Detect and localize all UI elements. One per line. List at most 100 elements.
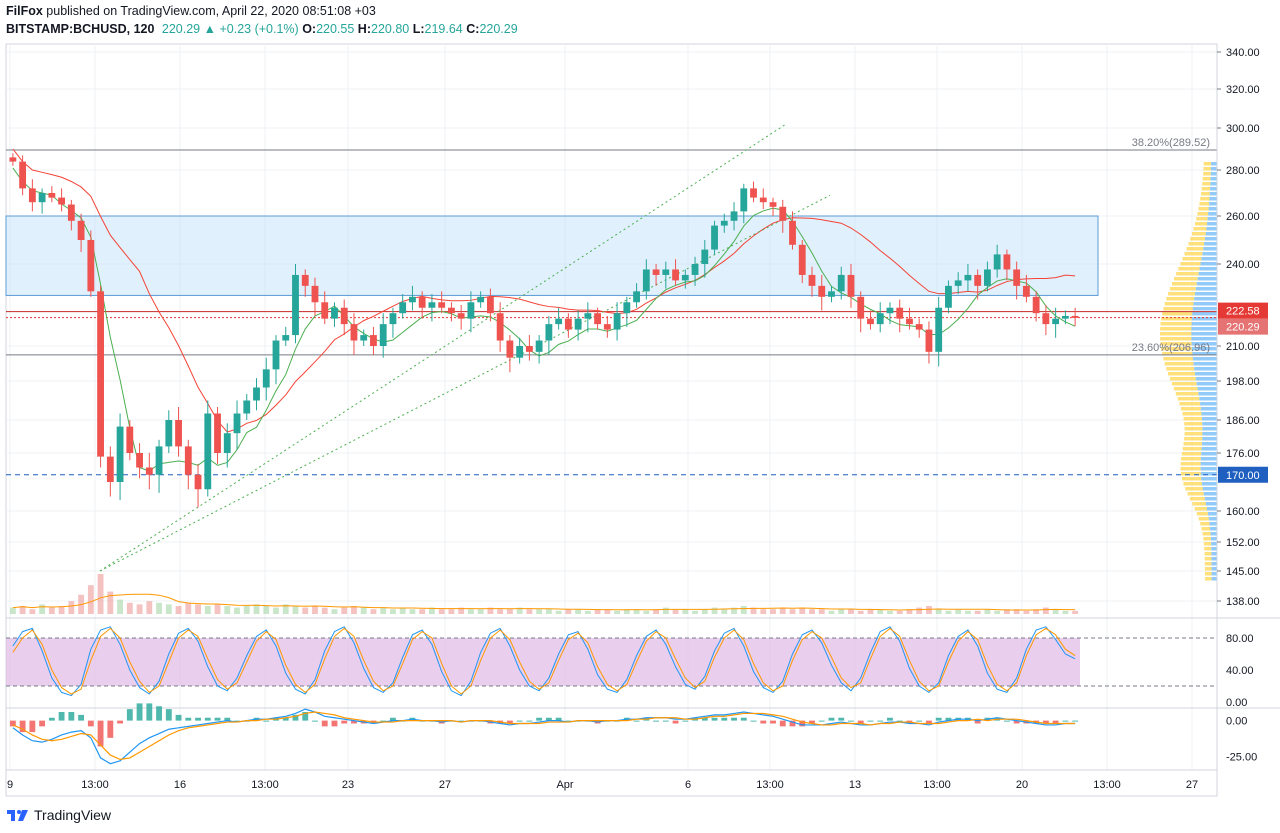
price-tick-label: 160.00	[1226, 506, 1260, 518]
macd-hist-bar	[526, 720, 533, 722]
macd-hist-bar	[68, 712, 75, 721]
volume-bar	[234, 607, 240, 614]
candle-body	[87, 240, 95, 292]
vp-up-bar	[1183, 417, 1202, 421]
vp-up-bar	[1196, 217, 1208, 221]
volume-bar	[253, 604, 260, 614]
vp-up-bar	[1204, 577, 1212, 581]
chart-area[interactable]: 38.20%(289.52) 23.60%(206.96) 340.00 320.0…	[0, 42, 1280, 798]
time-tick-label: 27	[439, 779, 451, 791]
vp-down-bar	[1201, 417, 1217, 421]
vp-up-bar	[1202, 532, 1211, 536]
vp-down-bar	[1211, 542, 1217, 546]
volume-bar	[877, 609, 884, 614]
candle-body	[253, 387, 260, 401]
time-tick-label: 13	[849, 779, 861, 791]
vp-down-bar	[1210, 172, 1217, 176]
vp-up-bar	[1193, 227, 1207, 231]
symbol-name[interactable]: BITSTAMP:BCHUSD	[6, 22, 127, 36]
time-axis[interactable]: 9 13:00 16 13:00 23 27 Apr 6 13:00 13 13:00 20 13:00…	[6, 769, 1217, 791]
volume-bar	[1072, 610, 1079, 614]
candle-body	[28, 188, 36, 203]
low-label: L:	[412, 22, 425, 36]
macd-hist-bar	[19, 720, 26, 733]
candle-body	[779, 206, 787, 221]
candle-body	[311, 285, 319, 303]
macd-hist-bar	[185, 717, 192, 721]
macd-hist-bar	[224, 717, 231, 721]
macd-hist-bar	[1042, 720, 1049, 724]
price-axis[interactable]: 340.00 320.00 300.00 280.00 260.00 240.00 210.…	[1216, 44, 1268, 796]
volume-bar	[1052, 609, 1059, 614]
candle	[798, 240, 806, 284]
time-tick-label: 23	[342, 779, 354, 791]
macd-hist-bar	[887, 717, 893, 721]
volume-bar	[321, 607, 328, 614]
vp-down-bar	[1209, 522, 1217, 526]
interval[interactable]: 120	[133, 22, 155, 36]
candle-body	[915, 324, 923, 330]
volume-bar	[429, 607, 435, 614]
macd-hist-bar	[818, 720, 825, 722]
high-label: H:	[357, 22, 371, 36]
publish-line: FilFox published on TradingView.com, Apr…	[6, 4, 376, 18]
stoch-tick-label: 80.00	[1226, 633, 1254, 645]
macd-hist-bar	[867, 720, 874, 722]
vp-down-bar	[1194, 297, 1217, 301]
candle-body	[993, 254, 1001, 270]
volume-bar	[623, 609, 630, 614]
macd-hist-bar	[214, 717, 221, 721]
author-name[interactable]: FilFox	[6, 4, 43, 18]
candle-body	[428, 302, 436, 308]
candle-body	[340, 307, 348, 325]
volume-profile	[1159, 162, 1217, 581]
candle-body	[145, 467, 153, 475]
volume-bar	[399, 607, 406, 614]
macd-hist-bar	[107, 720, 114, 738]
macd-hist-bar	[838, 717, 845, 721]
vp-up-bar	[1160, 337, 1192, 341]
candle	[633, 283, 640, 308]
vp-up-bar	[1182, 447, 1202, 451]
candle-body	[603, 324, 611, 330]
candle-body	[409, 296, 416, 303]
vp-up-bar	[1182, 257, 1202, 261]
candle	[779, 199, 787, 233]
volume-bar	[87, 585, 94, 614]
price-tag-bg	[1218, 466, 1268, 483]
candle	[691, 256, 699, 286]
tradingview-logo-icon[interactable]	[6, 807, 30, 823]
macd-hist-bar	[331, 720, 338, 727]
vp-down-bar	[1207, 217, 1217, 221]
candle	[292, 264, 299, 344]
vp-up-bar	[1161, 317, 1192, 321]
candle	[1061, 310, 1069, 325]
vp-up-bar	[1198, 207, 1209, 211]
volume-bar	[39, 604, 46, 614]
vp-down-bar	[1192, 352, 1217, 356]
volume-bar	[351, 606, 357, 614]
volume-bar	[467, 609, 474, 614]
candles[interactable]	[9, 153, 1079, 508]
macd-hist-bar	[545, 717, 552, 721]
macd-hist-bar	[39, 720, 46, 727]
candle-body	[389, 313, 397, 325]
candle-body	[642, 269, 650, 292]
candle-body	[1022, 285, 1030, 297]
macd-hist-bar	[1052, 720, 1059, 724]
vp-up-bar	[1185, 487, 1203, 491]
candle-body	[477, 296, 485, 303]
volume-bar	[68, 601, 75, 614]
published-text: published on TradingView.com, April 22, …	[46, 4, 376, 18]
vp-down-bar	[1211, 572, 1217, 576]
tradingview-brand[interactable]: TradingView	[34, 807, 112, 823]
vp-up-bar	[1184, 437, 1203, 441]
vp-up-bar	[1160, 327, 1192, 331]
volume-bar	[409, 609, 416, 614]
volume-bar	[760, 609, 767, 614]
candle	[984, 261, 991, 292]
time-tick-label: 13:00	[756, 779, 784, 791]
volume-bar	[526, 609, 533, 614]
volume-bar	[984, 609, 991, 614]
candle-body	[204, 413, 212, 490]
